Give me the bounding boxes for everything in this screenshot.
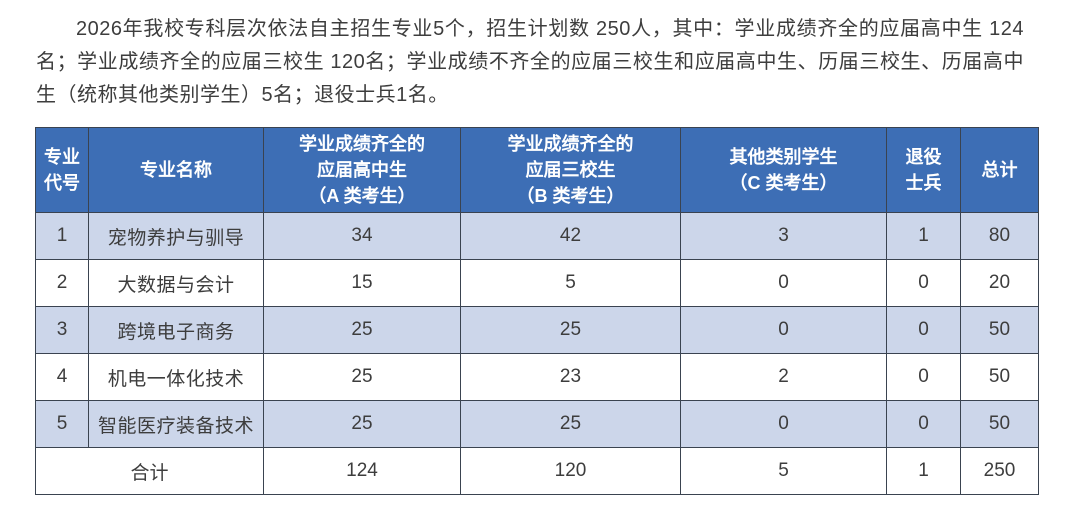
cell-major-code: 4 xyxy=(35,353,89,401)
cell-total: 80 xyxy=(960,212,1039,260)
cell-major-code: 1 xyxy=(35,212,89,260)
col-header-major-name: 专业名称 xyxy=(88,127,264,213)
cell-veteran: 0 xyxy=(886,400,961,448)
cell-total: 50 xyxy=(960,353,1039,401)
cell-major-name: 跨境电子商务 xyxy=(88,306,264,354)
cell-total-category-c: 5 xyxy=(680,447,887,495)
table-row: 3 跨境电子商务 25 25 0 0 50 xyxy=(35,306,1039,354)
col-header-category-a: 学业成绩齐全的 应届高中生 （A 类考生） xyxy=(263,127,461,213)
cell-veteran: 0 xyxy=(886,259,961,307)
table-row: 5 智能医疗装备技术 25 25 0 0 50 xyxy=(35,400,1039,448)
col-header-total: 总计 xyxy=(960,127,1039,213)
cell-total: 20 xyxy=(960,259,1039,307)
cell-major-code: 5 xyxy=(35,400,89,448)
cell-category-b: 25 xyxy=(460,306,681,354)
cell-category-a: 25 xyxy=(263,306,461,354)
cell-total-label: 合计 xyxy=(35,447,264,495)
cell-category-c: 0 xyxy=(680,306,887,354)
table-row: 2 大数据与会计 15 5 0 0 20 xyxy=(35,259,1039,307)
cell-category-c: 3 xyxy=(680,212,887,260)
cell-total-category-b: 120 xyxy=(460,447,681,495)
intro-paragraph: 2026年我校专科层次依法自主招生专业5个，招生计划数 250人，其中：学业成绩… xyxy=(36,13,1024,112)
cell-category-a: 34 xyxy=(263,212,461,260)
cell-total-veteran: 1 xyxy=(886,447,961,495)
intro-line-3: 生（统称其他类别学生）5名；退役士兵1名。 xyxy=(36,84,449,106)
table-row: 4 机电一体化技术 25 23 2 0 50 xyxy=(35,353,1039,401)
cell-category-b: 5 xyxy=(460,259,681,307)
cell-major-code: 2 xyxy=(35,259,89,307)
cell-category-c: 0 xyxy=(680,400,887,448)
cell-category-b: 42 xyxy=(460,212,681,260)
cell-major-name: 智能医疗装备技术 xyxy=(88,400,264,448)
cell-major-code: 3 xyxy=(35,306,89,354)
cell-veteran: 0 xyxy=(886,353,961,401)
cell-total-category-a: 124 xyxy=(263,447,461,495)
cell-veteran: 0 xyxy=(886,306,961,354)
cell-category-c: 0 xyxy=(680,259,887,307)
cell-category-c: 2 xyxy=(680,353,887,401)
col-header-veteran: 退役 士兵 xyxy=(886,127,961,213)
col-header-major-code: 专业 代号 xyxy=(35,127,89,213)
cell-category-a: 25 xyxy=(263,353,461,401)
cell-major-name: 大数据与会计 xyxy=(88,259,264,307)
cell-category-a: 15 xyxy=(263,259,461,307)
table-row: 1 宠物养护与驯导 34 42 3 1 80 xyxy=(35,212,1039,260)
cell-category-b: 25 xyxy=(460,400,681,448)
cell-category-b: 23 xyxy=(460,353,681,401)
cell-major-name: 宠物养护与驯导 xyxy=(88,212,264,260)
total-row: 合计 124 120 5 1 250 xyxy=(35,447,1039,495)
cell-category-a: 25 xyxy=(263,400,461,448)
intro-line-2: 名；学业成绩齐全的应届三校生 120名；学业成绩不齐全的应届三校生和应届高中生、… xyxy=(36,51,1024,73)
admission-plan-table: 专业 代号 专业名称 学业成绩齐全的 应届高中生 （A 类考生） 学业成绩齐全的… xyxy=(35,127,1039,495)
col-header-category-c: 其他类别学生 （C 类考生） xyxy=(680,127,887,213)
header-row: 专业 代号 专业名称 学业成绩齐全的 应届高中生 （A 类考生） 学业成绩齐全的… xyxy=(35,127,1039,213)
intro-line-1: 2026年我校专科层次依法自主招生专业5个，招生计划数 250人，其中：学业成绩… xyxy=(76,18,1024,40)
col-header-category-b: 学业成绩齐全的 应届三校生 （B 类考生） xyxy=(460,127,681,213)
cell-total: 50 xyxy=(960,400,1039,448)
cell-major-name: 机电一体化技术 xyxy=(88,353,264,401)
cell-veteran: 1 xyxy=(886,212,961,260)
cell-grand-total: 250 xyxy=(960,447,1039,495)
cell-total: 50 xyxy=(960,306,1039,354)
